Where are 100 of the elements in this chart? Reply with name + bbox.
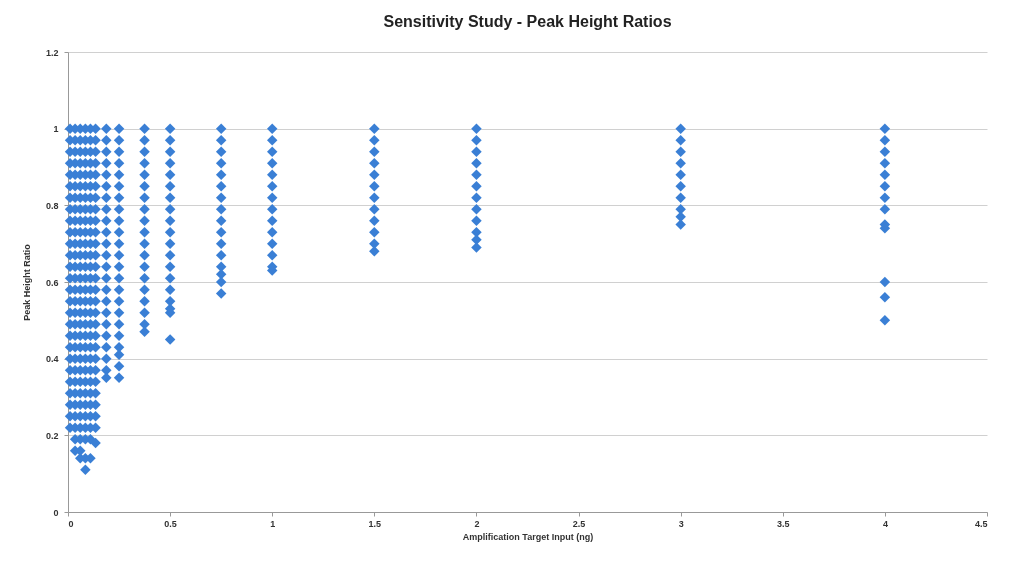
point [139, 307, 150, 318]
x-tick-label: 4 [882, 518, 888, 529]
point [164, 169, 176, 180]
point [215, 134, 227, 146]
y-tick-label: 0.4 [45, 354, 59, 365]
point [471, 215, 482, 226]
point [139, 192, 150, 203]
point [139, 134, 150, 146]
point [369, 215, 380, 226]
point [101, 203, 112, 215]
point [675, 134, 686, 146]
point [164, 215, 176, 226]
y-tick-label: 0 [53, 507, 59, 518]
point [266, 238, 278, 249]
point [80, 464, 91, 476]
point [879, 276, 891, 288]
point [215, 261, 227, 272]
point [266, 249, 278, 261]
point [113, 169, 125, 180]
x-tick-label: 3.5 [777, 518, 790, 529]
point [369, 169, 380, 180]
point [369, 226, 380, 238]
point [113, 146, 125, 157]
point [369, 123, 380, 134]
point [266, 123, 278, 134]
point [139, 249, 150, 261]
point [164, 272, 176, 284]
point [139, 272, 150, 284]
point [215, 249, 227, 261]
point [113, 157, 125, 169]
point [471, 146, 482, 157]
point [164, 261, 176, 272]
point [139, 284, 150, 295]
point [101, 180, 112, 192]
y-tick-label: 0.8 [45, 200, 59, 211]
point [113, 180, 125, 192]
point [471, 192, 482, 203]
point [471, 203, 482, 215]
point [369, 203, 380, 215]
point [113, 203, 125, 215]
point [139, 226, 150, 238]
point [101, 226, 112, 238]
x-tick-label: 0.5 [164, 518, 177, 529]
point [879, 157, 891, 169]
point [879, 292, 891, 303]
point [879, 146, 891, 157]
point [139, 215, 150, 226]
point [101, 353, 112, 364]
point [215, 215, 227, 226]
point [101, 284, 112, 295]
point [164, 203, 176, 215]
point [101, 272, 112, 284]
point [164, 180, 176, 192]
point [266, 146, 278, 157]
point [471, 134, 482, 146]
point [113, 134, 125, 146]
y-tick-label: 0.2 [45, 430, 59, 441]
point [471, 169, 482, 180]
point [113, 261, 125, 272]
x-axis-title: Amplification Target Input (ng) [462, 531, 594, 542]
point [101, 261, 112, 272]
point [471, 123, 482, 134]
point [101, 134, 112, 146]
point [139, 169, 150, 180]
point [101, 238, 112, 249]
point [101, 318, 112, 330]
point [879, 134, 891, 146]
point [113, 215, 125, 226]
point [471, 157, 482, 169]
x-tick-label: 1 [270, 518, 276, 529]
point [215, 226, 227, 238]
point [675, 169, 686, 180]
point [675, 157, 686, 169]
point [215, 238, 227, 249]
point [215, 146, 227, 157]
point [113, 361, 125, 372]
point [139, 157, 150, 169]
point [266, 134, 278, 146]
point [215, 288, 227, 299]
point [369, 180, 380, 192]
point [164, 146, 176, 157]
point [113, 284, 125, 295]
point [369, 246, 380, 257]
point [266, 215, 278, 226]
point [101, 146, 112, 157]
point [101, 215, 112, 226]
point [471, 242, 482, 253]
y-tick-label: 0.6 [45, 277, 59, 288]
point [266, 157, 278, 169]
point [215, 269, 227, 280]
point [675, 180, 686, 192]
y-tick-label: 1 [53, 124, 59, 135]
point [266, 180, 278, 192]
point [139, 295, 150, 307]
point [139, 203, 150, 215]
point [113, 238, 125, 249]
point [113, 318, 125, 330]
point [164, 192, 176, 203]
point [139, 146, 150, 157]
x-tick-label: 2.5 [572, 518, 586, 529]
